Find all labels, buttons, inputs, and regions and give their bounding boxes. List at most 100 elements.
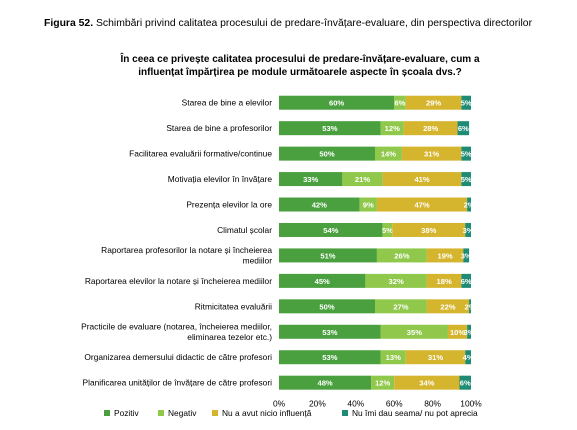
data-label: 31% xyxy=(428,353,443,362)
category-label: Raportarea profesorilor la notare și înc… xyxy=(101,245,272,265)
legend-swatch xyxy=(342,410,348,416)
bar-segment xyxy=(426,299,470,314)
data-label: 2% xyxy=(465,302,476,311)
data-label: 3% xyxy=(464,328,475,337)
data-label: 34% xyxy=(419,379,434,388)
category-label: Planificarea unităților de învățare de c… xyxy=(83,378,273,388)
category-label-line: Facilitarea evaluării formative/continue xyxy=(129,149,272,159)
data-label: 12% xyxy=(385,124,400,133)
data-label: 38% xyxy=(421,226,436,235)
legend-label: Negativ xyxy=(168,408,197,418)
bar-segment xyxy=(382,222,393,237)
data-label: 29% xyxy=(426,99,441,108)
x-tick-label: 80% xyxy=(424,398,441,408)
bar-segment xyxy=(447,324,468,339)
data-label: 42% xyxy=(312,201,327,210)
category-label: Practicile de evaluare (notarea, încheie… xyxy=(81,322,272,343)
category-label-line: mediilor xyxy=(243,256,273,266)
data-label: 54% xyxy=(323,226,338,235)
bar-segment xyxy=(465,222,471,237)
chart-title: În ceea ce privește calitatea procesului… xyxy=(85,54,515,79)
data-label: 5% xyxy=(461,175,472,184)
bar-segment xyxy=(376,248,427,263)
x-tick-label: 20% xyxy=(309,398,326,408)
data-label: 51% xyxy=(320,251,335,260)
bar-segment xyxy=(467,324,471,339)
x-tick-label: 0% xyxy=(273,398,286,408)
data-label: 6% xyxy=(458,124,469,133)
bar-segment xyxy=(279,299,375,314)
data-label: 27% xyxy=(393,302,408,311)
bar-segment xyxy=(279,172,343,187)
data-label: 53% xyxy=(322,328,337,337)
category-label: Facilitarea evaluării formative/continue xyxy=(129,149,272,159)
bar-segment xyxy=(380,121,404,136)
data-label: 6% xyxy=(461,277,472,286)
data-label: 3% xyxy=(463,226,474,235)
chart-title-line-2: influențat împărțirea pe module următoar… xyxy=(138,66,462,78)
data-label: 10% xyxy=(450,328,465,337)
bar-segment xyxy=(382,172,462,187)
category-label-line: eliminarea tezelor etc.) xyxy=(187,332,272,342)
bar-segment xyxy=(279,350,381,365)
legend-swatch xyxy=(104,410,110,416)
data-label: 35% xyxy=(407,328,422,337)
bar-segment xyxy=(394,375,460,390)
category-label-line: Planificarea unităților de învățare de c… xyxy=(83,378,273,388)
bar-segment xyxy=(392,222,466,237)
data-label: 48% xyxy=(317,379,332,388)
x-tick-label: 100% xyxy=(460,398,482,408)
bar-segment xyxy=(279,273,366,288)
category-label: Starea de bine a profesorilor xyxy=(166,123,272,133)
legend-label: Nu îmi dau seama/ nu pot aprecia xyxy=(352,408,478,418)
data-label: 31% xyxy=(424,150,439,159)
bar-segment xyxy=(405,350,466,365)
category-label-line: Organizarea demersului didactic de către… xyxy=(84,352,272,362)
chart-title-line-1: În ceea ce privește calitatea procesului… xyxy=(120,54,480,65)
figure-caption-text: Schimbări privind calitatea procesului d… xyxy=(93,18,533,29)
bar-segment xyxy=(461,95,471,110)
data-label: 22% xyxy=(440,302,455,311)
legend-label: Nu a avut nicio influență xyxy=(222,408,312,418)
data-label: 50% xyxy=(319,150,334,159)
data-label: 13% xyxy=(386,353,401,362)
bar-segment xyxy=(380,324,448,339)
category-label: Prezența elevilor la ore xyxy=(186,200,272,210)
x-tick-label: 60% xyxy=(386,398,403,408)
bar-segment xyxy=(279,375,372,390)
data-label: 14% xyxy=(381,150,396,159)
bar-segment xyxy=(405,95,462,110)
category-label-line: Prezența elevilor la ore xyxy=(186,200,272,210)
category-label: Raportarea elevilor la notare și încheie… xyxy=(85,276,272,286)
bar-segment xyxy=(426,248,464,263)
data-label: 2% xyxy=(464,201,475,210)
category-label: Motivația elevilor în învățare xyxy=(168,174,273,184)
bar-segment xyxy=(279,222,383,237)
data-label: 4% xyxy=(463,353,474,362)
bar-segment xyxy=(401,146,462,161)
legend-item: Nu îmi dau seama/ nu pot aprecia xyxy=(342,408,478,418)
data-label: 6% xyxy=(394,99,405,108)
data-label: 12% xyxy=(375,379,390,388)
legend-label: Pozitiv xyxy=(114,408,139,418)
bar-segment xyxy=(463,248,470,263)
bar-segment xyxy=(279,146,375,161)
legend-item: Negativ xyxy=(158,408,196,418)
legend-item: Nu a avut nicio influență xyxy=(212,408,311,418)
bar-segment xyxy=(469,299,471,314)
bar-segment xyxy=(365,273,427,288)
bar-segment xyxy=(467,197,471,212)
category-label: Starea de bine a elevilor xyxy=(182,98,273,108)
category-label-line: Practicile de evaluare (notarea, încheie… xyxy=(81,322,272,332)
bar-segment xyxy=(375,299,427,314)
category-label-line: Starea de bine a elevilor xyxy=(182,98,273,108)
bar-segment xyxy=(279,121,381,136)
category-label-line: Climatul școlar xyxy=(217,225,272,235)
data-label: 21% xyxy=(355,175,370,184)
bar-segment xyxy=(371,375,395,390)
data-label: 33% xyxy=(303,175,318,184)
data-label: 19% xyxy=(437,251,452,260)
bar-segment xyxy=(461,273,471,288)
bar-segment xyxy=(394,95,406,110)
data-label: 5% xyxy=(461,150,472,159)
